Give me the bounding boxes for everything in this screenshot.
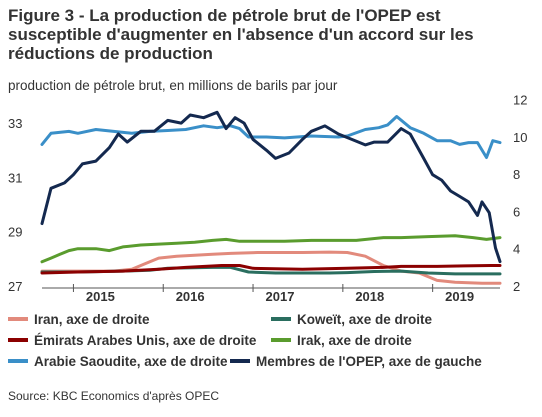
legend-swatch — [271, 317, 291, 322]
y-right-tick-label: 4 — [513, 242, 520, 257]
y-left-tick-label: 27 — [8, 279, 22, 294]
series-line-5 — [40, 110, 502, 264]
y-right-tick-label: 8 — [513, 167, 520, 182]
y-right-tick-label: 2 — [513, 279, 520, 294]
chart-title: Figure 3 - La production de pétrole brut… — [8, 6, 474, 63]
chart-subtitle: production de pétrole brut, en millions … — [8, 78, 338, 93]
legend-item: Émirats Arabes Unis, axe de droite — [8, 333, 256, 348]
legend-item: Arabie Saoudite, axe de droite — [8, 354, 228, 369]
legend-label: Émirats Arabes Unis, axe de droite — [34, 333, 257, 348]
legend-item: Irak, axe de droite — [271, 333, 412, 348]
series-line-4 — [40, 115, 502, 159]
legend-swatch — [8, 338, 28, 343]
x-tick-label: 2017 — [266, 289, 295, 304]
y-left-tick-label: 29 — [8, 225, 22, 240]
legend-item: Iran, axe de droite — [8, 312, 150, 327]
y-left-tick-label: 31 — [8, 170, 22, 185]
y-right-tick-label: 10 — [513, 130, 527, 145]
x-tick-label: 2018 — [355, 289, 384, 304]
legend-swatch — [8, 317, 28, 322]
x-tick-label: 2019 — [445, 289, 474, 304]
series-line-0 — [40, 250, 502, 285]
y-right-tick-label: 12 — [513, 93, 527, 108]
axes: 2015 2016 2017 2018 2019 27 29 31 33 2 4 6 8 10 12 — [8, 93, 527, 304]
legend-label: Arabie Saoudite, axe de droite — [34, 354, 228, 369]
legend-swatch — [8, 359, 28, 364]
legend-swatch — [230, 359, 250, 364]
legend-item: Koweït, axe de droite — [271, 312, 432, 327]
series-line-3 — [40, 234, 502, 264]
series-line-2 — [40, 264, 502, 275]
legend-label: Iran, axe de droite — [34, 312, 150, 327]
y-left-tick-label: 33 — [8, 116, 22, 131]
y-right-tick-label: 6 — [513, 204, 520, 219]
x-tick-label: 2016 — [176, 289, 205, 304]
legend-swatch — [271, 338, 291, 343]
x-tick-label: 2015 — [86, 289, 115, 304]
legend-label: Irak, axe de droite — [297, 333, 412, 348]
legend-label: Koweït, axe de droite — [297, 312, 433, 327]
legend-item: Membres de l'OPEP, axe de gauche — [230, 354, 482, 369]
legend-label: Membres de l'OPEP, axe de gauche — [256, 354, 482, 369]
source-note: Source: KBC Economics d'après OPEC — [8, 389, 220, 403]
series-lines — [40, 110, 502, 285]
